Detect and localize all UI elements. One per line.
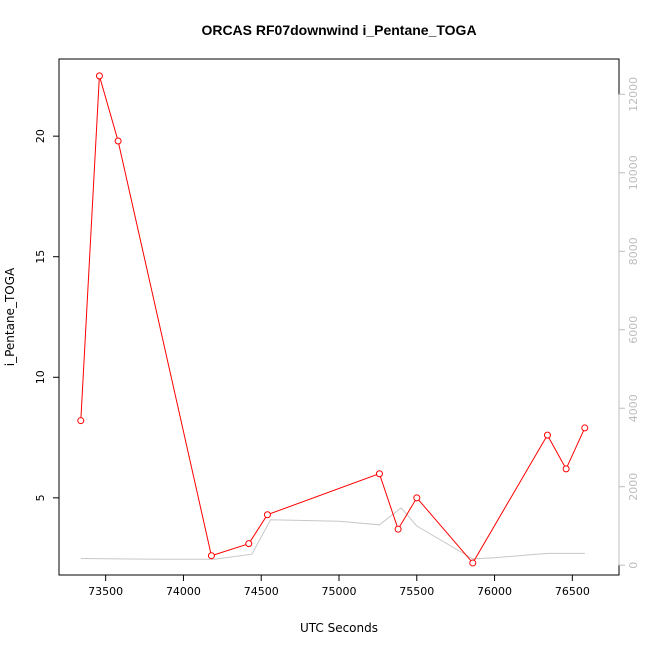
y-axis-left: 5 10 15 20 <box>34 129 60 501</box>
x-tick-label: 75500 <box>399 585 434 598</box>
x-tick-label: 74500 <box>244 585 279 598</box>
x-tick-label: 75000 <box>322 585 357 598</box>
x-tick-label: 76000 <box>477 585 512 598</box>
data-point <box>95 72 103 80</box>
y-tick-label-left: 15 <box>34 250 47 264</box>
x-tick-label: 76500 <box>555 585 590 598</box>
y-tick-label-right: 12000 <box>627 77 640 112</box>
y-tick-label-right: 10000 <box>627 155 640 190</box>
x-axis: 73500 74000 74500 75000 75500 76000 76500 <box>88 574 590 598</box>
y-tick-label-right: 0 <box>627 562 640 569</box>
y-axis-label: i_Pentane_TOGA <box>3 267 17 366</box>
data-point <box>245 540 253 548</box>
x-axis-label: UTC Seconds <box>300 621 378 635</box>
data-point <box>469 559 477 567</box>
data-point <box>581 424 589 432</box>
data-point <box>413 494 421 502</box>
y-tick-label-right: 4000 <box>627 394 640 422</box>
y-tick-label-right: 2000 <box>627 473 640 501</box>
data-point <box>562 465 570 473</box>
data-point <box>114 137 122 145</box>
chart-title: ORCAS RF07downwind i_Pentane_TOGA <box>201 22 476 38</box>
series-layer <box>77 72 589 567</box>
series-line-right-axis <box>80 507 585 560</box>
y-tick-label-left: 20 <box>34 129 47 143</box>
data-point <box>375 470 383 478</box>
data-point <box>394 525 402 533</box>
y-tick-label-right: 8000 <box>627 237 640 265</box>
data-point <box>543 431 551 439</box>
data-point <box>263 511 271 519</box>
y-tick-label-left: 10 <box>34 370 47 384</box>
data-point <box>77 417 85 425</box>
y-tick-label-left: 5 <box>34 494 47 501</box>
y-axis-right: 0 2000 4000 6000 8000 10000 12000 <box>618 77 640 569</box>
y-tick-label-right: 6000 <box>627 316 640 344</box>
data-point <box>207 552 215 560</box>
x-tick-label: 73500 <box>88 585 123 598</box>
x-tick-label: 74000 <box>166 585 201 598</box>
